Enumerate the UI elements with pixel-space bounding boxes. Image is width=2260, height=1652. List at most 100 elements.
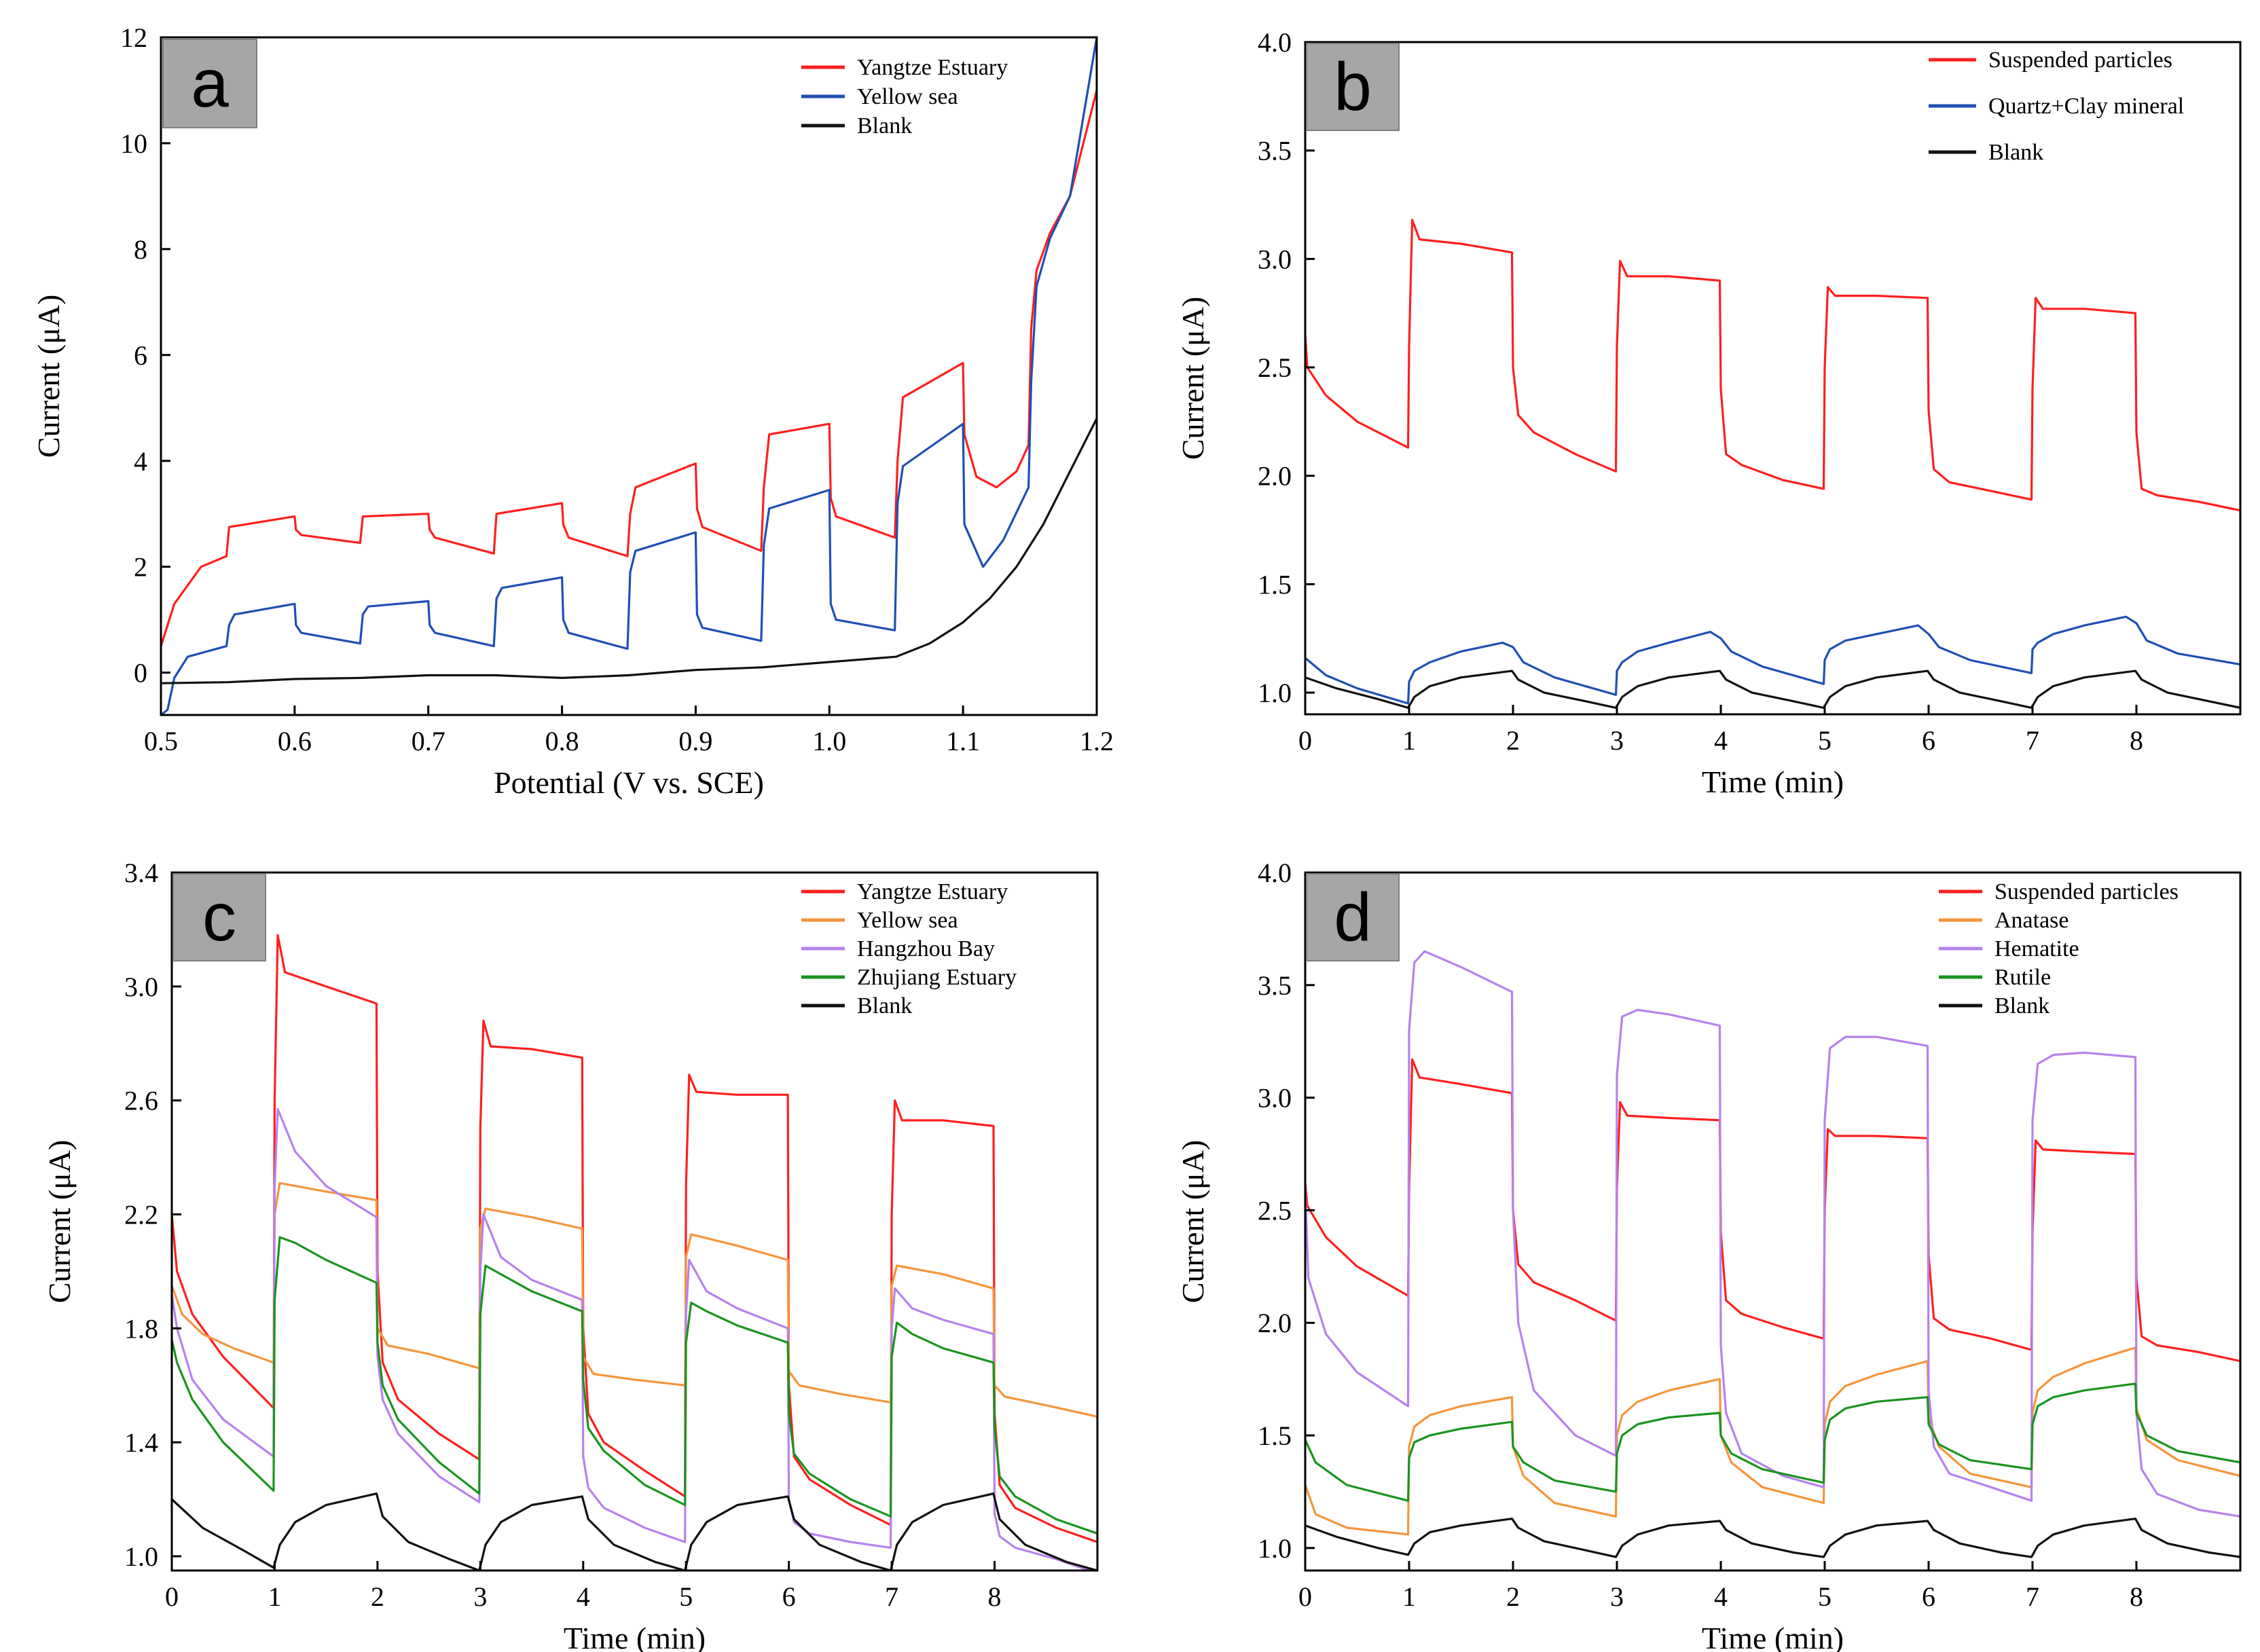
x-tick-label: 3: [1610, 725, 1624, 756]
x-tick-label: 1.0: [812, 726, 846, 756]
panel-d: 0 1 2 3 4 5 6 7 8 1.0 1.5 2.0 2.5 3.0 3.5 4.0 Time (min)…: [1175, 858, 2242, 1652]
x-tick-label: 6: [1922, 725, 1935, 756]
x-tick-label: 1: [1402, 725, 1416, 756]
x-tick-label: 2: [1506, 725, 1520, 756]
x-tick-label: 1.1: [946, 726, 980, 756]
legend-label: Yellow sea: [857, 908, 958, 933]
legend-label: Blank: [857, 993, 912, 1018]
y-tick-label: 8: [134, 234, 147, 265]
x-tick-label: 6: [1922, 1581, 1935, 1612]
y-tick-label: 2.2: [124, 1200, 158, 1230]
series-line-blank: [161, 417, 1097, 684]
y-tick-label: 2: [134, 552, 147, 583]
series-line-suspended-particles: [1305, 1058, 2240, 1363]
y-tick-label: 4: [134, 446, 147, 477]
x-tick-label: 5: [1818, 1581, 1831, 1612]
y-tick-label: 3.0: [1258, 1083, 1292, 1114]
x-tick-label: 1.2: [1080, 726, 1114, 756]
series-line-anatase: [1305, 1346, 2240, 1536]
panel-tag-letter: c: [202, 879, 236, 955]
x-tick-label: 2: [371, 1581, 384, 1612]
y-tick-label: 3.0: [124, 972, 158, 1002]
x-tick-label: 0: [165, 1581, 179, 1612]
series-line-suspended-particles: [1305, 219, 2240, 512]
legend-label: Blank: [857, 113, 912, 139]
x-tick-label: 4: [1714, 1581, 1728, 1612]
x-tick-label: 5: [1818, 725, 1831, 756]
plot-frame: [1304, 871, 2242, 1572]
x-tick-label: 3: [1610, 1581, 1624, 1612]
x-tick-label: 7: [885, 1581, 898, 1612]
y-tick-label: 4.0: [1258, 27, 1292, 58]
legend-label: Zhujiang Estuary: [857, 965, 1017, 990]
series-line-blank: [1305, 1518, 2240, 1558]
panel-tag-letter: a: [191, 45, 229, 122]
panel-tag-box: [162, 39, 257, 128]
panel-tag-letter: b: [1334, 49, 1372, 125]
x-tick-label: 6: [782, 1581, 796, 1612]
plot-frame: [1304, 41, 2242, 716]
legend-label: Rutile: [1994, 965, 2051, 990]
y-tick-label: 3.5: [1258, 136, 1292, 166]
x-tick-label: 7: [2026, 725, 2039, 756]
series-line-zhujiang-estuary: [172, 1236, 1097, 1535]
legend-label: Suspended particles: [1994, 879, 2179, 904]
y-axis-label: Current (μA): [31, 295, 66, 458]
x-tick-label: 0.7: [412, 726, 445, 756]
x-tick-label: 0.8: [545, 726, 579, 756]
y-tick-label: 12: [120, 22, 147, 53]
legend-label: Yangtze Estuary: [857, 55, 1008, 80]
legend-label: Anatase: [1994, 908, 2069, 933]
y-tick-label: 2.6: [124, 1086, 158, 1116]
legend-label: Yellow sea: [857, 84, 958, 109]
x-tick-label: 8: [2130, 1581, 2143, 1612]
y-tick-label: 3.0: [1258, 244, 1292, 274]
y-tick-label: 1.0: [124, 1541, 158, 1572]
plot-frame: [160, 36, 1098, 716]
y-tick-label: 3.4: [124, 858, 158, 888]
y-tick-label: 1.8: [124, 1313, 158, 1344]
x-tick-label: 0.6: [278, 726, 312, 756]
x-tick-label: 8: [2130, 725, 2143, 756]
panel-tag-box: [1306, 43, 1400, 131]
series-line-hangzhou-bay: [172, 1107, 1093, 1571]
legend-label: Suspended particles: [1988, 48, 2172, 73]
legend-label: Quartz+Clay mineral: [1988, 94, 2184, 119]
x-axis-label: Time (min): [1702, 765, 1844, 799]
y-tick-label: 1.5: [1258, 1420, 1292, 1451]
y-tick-label: 3.5: [1258, 970, 1292, 1001]
legend-label: Hematite: [1994, 936, 2079, 961]
x-tick-label: 4: [1714, 725, 1728, 756]
x-tick-label: 7: [2026, 1581, 2039, 1612]
panel-c: 0 1 2 3 4 5 6 7 8 1.0 1.4 1.8 2.2 2.6 3.0 3.4 Time (min)…: [42, 858, 1099, 1652]
y-tick-label: 2.0: [1258, 1308, 1292, 1338]
y-tick-label: 0: [134, 658, 147, 689]
legend-label: Blank: [1994, 993, 2049, 1018]
series-line-rutile: [1305, 1382, 2240, 1502]
y-axis-label: Current (μA): [42, 1140, 77, 1304]
x-axis-label: Time (min): [1702, 1621, 1844, 1652]
y-tick-label: 1.0: [1258, 678, 1292, 708]
y-tick-label: 10: [120, 128, 147, 159]
series-line-yellow-sea: [172, 1181, 1097, 1418]
y-tick-label: 2.5: [1258, 1195, 1292, 1226]
series-line-blank: [172, 1492, 1097, 1571]
y-tick-label: 1.4: [124, 1427, 158, 1458]
series-line-yellow-sea: [161, 37, 1097, 715]
x-axis-label: Time (min): [564, 1621, 706, 1652]
x-tick-label: 1: [268, 1581, 281, 1612]
legend-label: Blank: [1988, 140, 2043, 165]
series-line-hematite: [1305, 950, 2240, 1518]
x-tick-label: 4: [577, 1581, 590, 1612]
y-axis-label: Current (μA): [1175, 297, 1210, 460]
panel-tag-letter: d: [1334, 879, 1372, 955]
series-line-blank: [1305, 669, 2240, 709]
y-tick-label: 4.0: [1258, 858, 1292, 888]
panel-a: 0.5 0.6 0.7 0.8 0.9 1.0 1.1 1.2 0 2 4 6 8 10 12 Potenti…: [31, 22, 1114, 800]
series-line-yangtze-estuary: [161, 89, 1097, 648]
x-tick-label: 0.5: [144, 726, 178, 756]
x-tick-label: 2: [1506, 1581, 1520, 1612]
x-tick-label: 0: [1298, 1581, 1312, 1612]
series-line-yangtze-estuary: [172, 934, 1097, 1543]
